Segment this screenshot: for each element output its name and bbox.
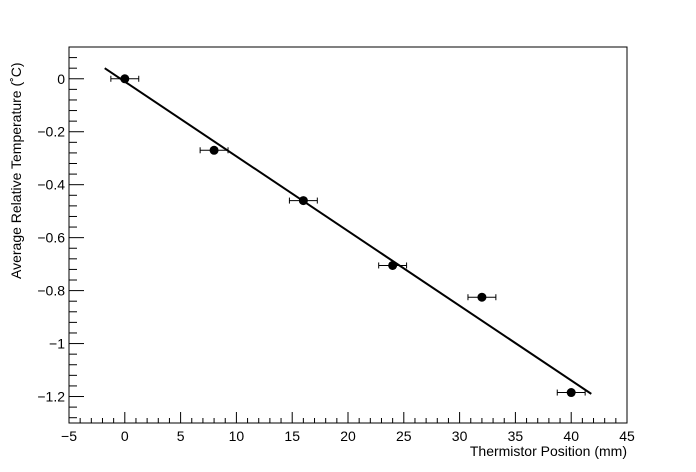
fit-line [104,67,592,395]
y-tick-label: −0.6 [37,230,65,246]
x-tick-label: 15 [284,428,300,444]
x-tick-label: 25 [396,428,412,444]
y-tick-label: −1.2 [37,389,65,405]
y-tick-label: 0 [57,71,65,87]
x-tick-label: 35 [508,428,524,444]
plot-area [104,67,592,398]
data-point [388,260,398,270]
y-tick-label: −0.4 [37,177,65,193]
x-axis-title: Thermistor Position (mm) [470,443,627,459]
x-tick-label: 20 [340,428,356,444]
y-tick-label: −1 [49,336,65,352]
data-point [566,388,576,398]
axes: −5 0 5 10 15 20 25 30 35 40 45 0 −0.2 −0.4 −0.6 −0.8 −1 −… [37,46,635,444]
x-tick-label: 40 [563,428,579,444]
x-tick-label: 0 [121,428,129,444]
y-axis-title: Average Relative Temperature (˚C) [8,62,24,279]
x-tick-label: 10 [229,428,245,444]
x-tick-label: 30 [452,428,468,444]
data-point [209,145,219,155]
data-point [120,74,130,84]
y-tick-label: −0.2 [37,124,65,140]
x-tick-label: −5 [61,428,77,444]
y-tick-label: −0.8 [37,283,65,299]
x-tick-label: 45 [619,428,635,444]
data-point [298,196,308,206]
data-point [477,292,487,302]
x-tick-label: 5 [177,428,185,444]
